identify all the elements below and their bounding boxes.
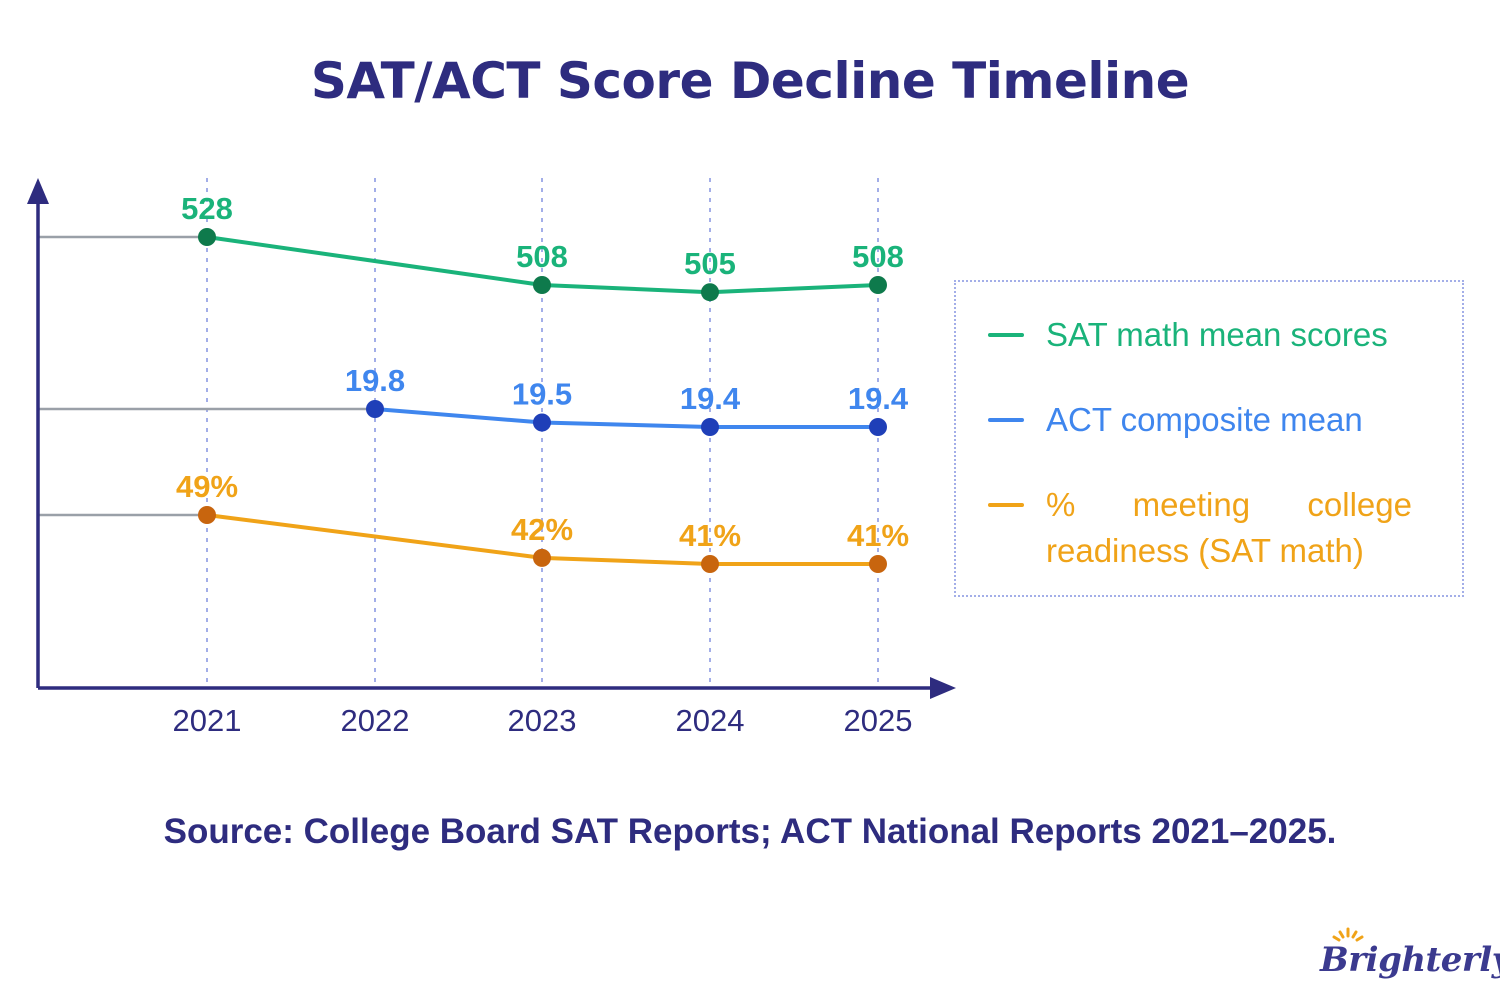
y-axis-arrow-icon [27,178,49,204]
source-note: Source: College Board SAT Reports; ACT N… [163,812,1337,851]
data-label-act: 19.8 [345,363,405,398]
series-line-readiness [205,513,880,566]
legend-swatch-act [988,418,1024,422]
data-label-act: 19.4 [680,381,741,416]
data-label-readiness: 42% [511,512,573,547]
brand-logo: Brighterly [1320,940,1500,980]
x-tick-label: 2024 [676,703,745,738]
data-point-act [869,418,887,436]
x-tick-label: 2023 [508,703,577,738]
legend-word: % [1046,486,1076,523]
legend-swatch-sat [988,333,1024,337]
data-point-readiness [533,548,551,567]
data-label-act: 19.4 [848,381,909,416]
data-point-sat [533,276,551,294]
x-tick-label: 2021 [173,703,242,738]
series-line-act [373,407,880,429]
data-label-sat: 508 [516,239,568,274]
data-label-sat: 505 [684,246,736,281]
legend-label-act: ACT composite mean [1046,401,1363,438]
x-tick-label: 2025 [844,703,913,738]
data-point-readiness [701,555,719,573]
sun-rays-icon [1332,927,1364,942]
x-axis-arrow-icon [930,677,956,699]
data-label-act: 19.5 [512,377,572,412]
data-label-readiness: 41% [679,518,741,553]
data-label-readiness: 41% [847,518,909,553]
legend: SAT math mean scores ACT composite mean … [954,280,1464,597]
legend-word: meeting [1132,486,1251,523]
legend-word: college [1307,486,1412,523]
data-point-sat [869,276,887,294]
series-line-sat [205,235,880,295]
legend-swatch-readiness [988,503,1024,507]
legend-label-readiness-line1: % meeting college [1046,482,1412,528]
data-label-sat: 508 [852,239,904,274]
legend-label-readiness-line2: readiness (SAT math) [1046,532,1364,569]
data-point-act [701,418,719,436]
data-point-readiness [198,506,216,524]
chart-title: SAT/ACT Score Decline Timeline [310,52,1190,110]
x-tick-label: 2022 [341,703,410,738]
data-label-sat: 528 [181,191,233,226]
data-point-act [533,413,551,432]
legend-label-sat: SAT math mean scores [1046,316,1388,353]
data-point-readiness [869,555,887,573]
data-point-sat [198,228,216,246]
data-point-act [366,400,384,418]
data-point-sat [701,283,719,302]
data-label-readiness: 49% [176,469,238,504]
